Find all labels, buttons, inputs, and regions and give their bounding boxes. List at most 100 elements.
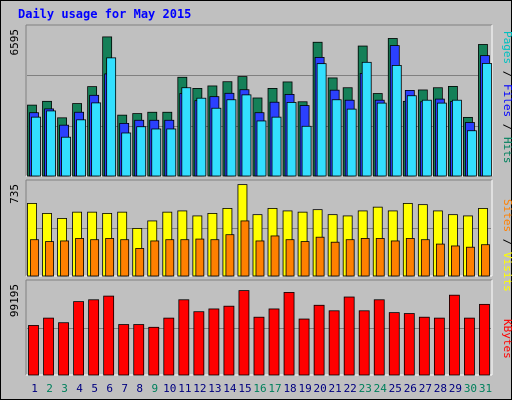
bar-sites [451,245,460,277]
bar-pages [316,63,327,177]
bar-kbytes [358,310,370,376]
x-tick-label: 16 [253,382,266,395]
bar-pages [391,65,402,177]
x-tick-label: 4 [76,382,83,395]
bar-pages [241,94,252,177]
bar-kbytes [193,311,205,376]
bar-sites [225,234,235,277]
bar-sites [466,246,475,277]
x-tick-label: 7 [121,382,128,395]
bar-pages [482,63,492,177]
bar-sites [285,239,295,277]
x-tick-label: 31 [479,382,492,395]
legend-separator: / [501,232,512,252]
bar-kbytes [163,317,175,376]
x-tick-label: 28 [434,382,447,395]
bar-kbytes [238,290,250,376]
bar-kbytes [208,308,220,376]
bar-kbytes [449,294,460,376]
bar-pages [181,87,192,177]
bar-sites [360,238,370,277]
bar-sites [345,239,355,277]
bar-pages [346,108,357,177]
x-tick-label: 24 [374,382,388,395]
legend-separator: / [501,64,512,84]
bar-sites [300,241,310,277]
bar-sites [435,243,445,277]
x-tick-label: 8 [136,382,143,395]
bar-kbytes [28,325,39,376]
bar-sites [420,239,430,277]
x-tick-label: 17 [268,382,281,395]
bar-pages [436,102,447,177]
bar-sites [315,236,325,277]
bar-kbytes [178,299,190,376]
bar-kbytes [73,301,84,376]
bar-kbytes [88,299,100,376]
bar-pages [421,99,432,177]
bar-sites [375,238,385,277]
x-tick-label: 9 [151,382,158,395]
x-tick-label: 10 [163,382,176,395]
bar-kbytes [58,322,69,376]
bar-kbytes [418,316,430,376]
x-tick-label: 19 [298,382,311,395]
bar-pages [151,128,162,177]
bar-pages [196,97,207,177]
x-tick-label: 2 [46,382,53,395]
ymax-label-kbytes: 99195 [8,284,21,317]
bar-sites [165,239,175,277]
legend-sites-visits: Sites / Visits [501,199,512,292]
bar-sites [90,239,100,277]
bar-pages [76,119,86,177]
bar-kbytes [479,303,490,376]
x-tick-label: 30 [464,382,477,395]
bar-sites [240,220,250,277]
bar-kbytes [133,324,145,376]
x-tick-label: 21 [329,382,342,395]
x-tick-label: 12 [193,382,206,395]
bar-pages [331,99,342,177]
chart-panels: 6595 735 99195 [8,24,493,376]
bar-pages [166,128,177,177]
bar-sites [405,238,415,277]
bar-sites [105,238,115,277]
bar-pages [406,95,417,177]
bar-pages [256,120,267,177]
bar-sites [255,240,265,277]
x-tick-label: 11 [178,382,191,395]
bar-kbytes [433,317,445,376]
bar-pages [136,126,147,177]
bar-pages [301,125,312,177]
x-tick-label: 1 [31,382,38,395]
bar-pages [211,107,222,177]
bar-sites [30,239,39,277]
bar-kbytes [388,312,400,376]
bar-kbytes [253,316,265,376]
bar-kbytes [118,324,130,376]
chart-title: Daily usage for May 2015 [18,7,191,21]
bar-pages [61,136,71,177]
bar-kbytes [268,308,280,376]
bar-kbytes [103,295,115,376]
legend-files: Files [501,84,512,117]
bar-sites [210,239,220,277]
legend-separator: / [501,117,512,137]
ymax-label-visits: 735 [8,184,21,204]
bar-kbytes [464,317,475,376]
bar-sites [135,248,145,277]
bar-pages [271,116,282,177]
legend-sites: Sites [501,199,512,232]
x-tick-label: 14 [223,382,237,395]
bar-pages [46,110,56,177]
bar-pages [467,130,477,177]
x-tick-label: 18 [283,382,296,395]
bar-kbytes [373,299,385,376]
x-tick-label: 6 [106,382,113,395]
bar-sites [75,238,84,277]
bar-kbytes [148,326,160,376]
x-tick-label: 27 [419,382,432,395]
bar-kbytes [313,304,325,376]
bar-kbytes [43,317,54,376]
chart-legends: Pages / Files / Hits Sites / Visits KBytes [501,31,512,359]
